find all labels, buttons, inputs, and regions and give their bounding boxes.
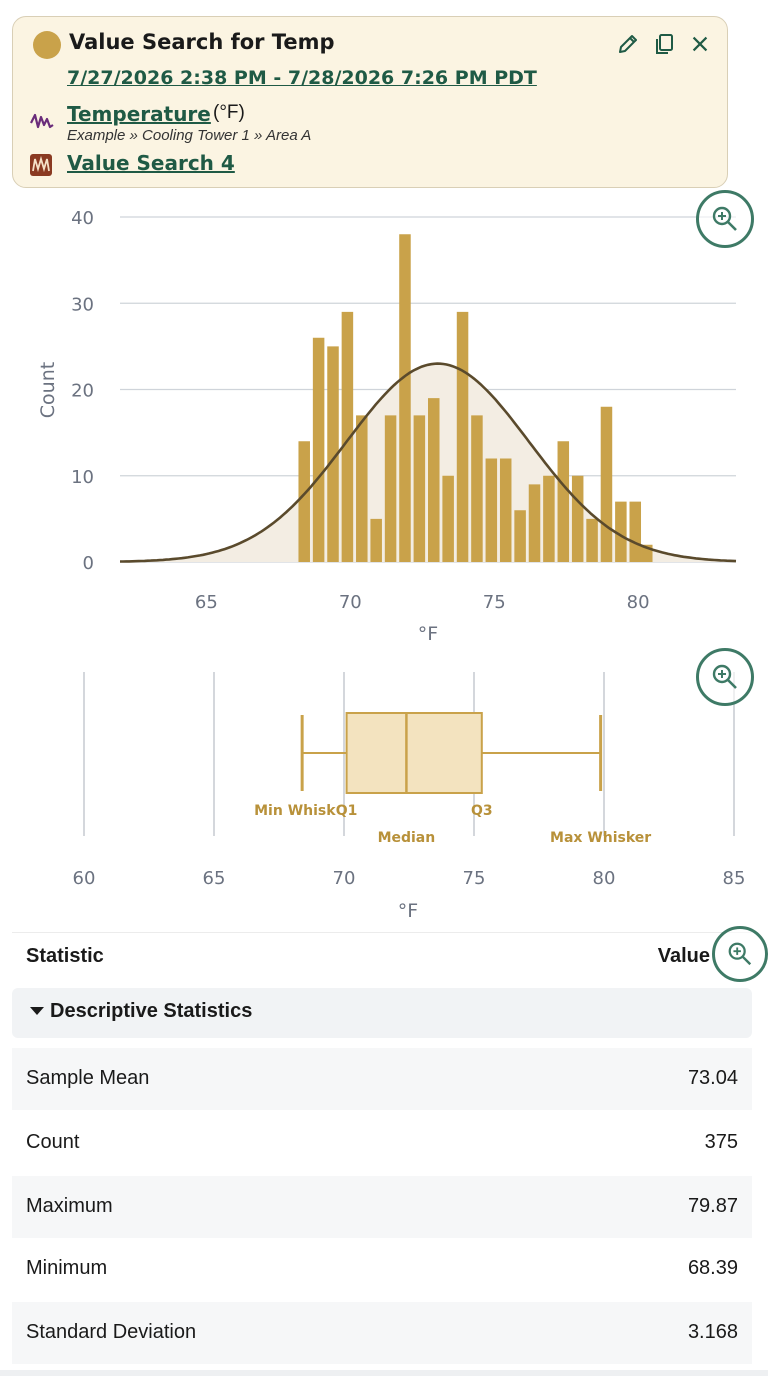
histogram-x-label: °F [418, 623, 438, 640]
histogram-zoom-button[interactable] [696, 190, 754, 248]
min-whisker-label: Min Whisk [254, 803, 336, 819]
section-label: Descriptive Statistics [50, 1000, 253, 1022]
histogram-bar [341, 311, 354, 562]
histogram-x-tick: 70 [339, 592, 362, 613]
table-row: Count 375 [12, 1112, 752, 1174]
date-range-link[interactable]: 7/27/2026 2:38 PM - 7/28/2026 7:26 PM PD… [67, 67, 537, 89]
histogram-bar [428, 398, 440, 562]
boxplot-x-tick: 80 [593, 868, 616, 889]
stat-value: 79.87 [687, 1195, 738, 1217]
boxplot-x-label: °F [398, 900, 418, 920]
histogram-y-tick: 10 [71, 467, 94, 488]
boxplot-x-tick: 85 [723, 868, 746, 889]
histogram-bar [514, 510, 526, 562]
table-row: Standard Deviation 3.168 [12, 1302, 752, 1364]
table-row: Minimum 68.39 [12, 1238, 752, 1300]
histogram-bar [528, 484, 541, 562]
histogram-bar [557, 441, 570, 562]
statistic-column-header: Statistic [26, 945, 104, 967]
histogram-bar [413, 415, 426, 562]
histogram-bar [571, 475, 584, 562]
signal-link[interactable]: Temperature [67, 102, 211, 126]
histogram-y-label: Count [37, 362, 59, 418]
boxplot-x-tick: 60 [73, 868, 96, 889]
stat-name: Standard Deviation [26, 1321, 197, 1343]
value-column-header: Value [657, 945, 710, 967]
boxplot-x-tick: 75 [463, 868, 486, 889]
boxplot-x-tick: 70 [333, 868, 356, 889]
asset-path: Example » Cooling Tower 1 » Area A [67, 127, 312, 144]
histogram-bar [312, 337, 325, 562]
q1-label: Q1 [336, 803, 358, 819]
header-card: Value Search for Temp 7/27/2026 2:38 PM … [12, 16, 728, 188]
caret-down-icon [30, 1007, 44, 1015]
zoom-in-icon [728, 942, 752, 966]
median-label: Median [378, 830, 436, 846]
zoom-in-icon [712, 664, 737, 689]
histogram-bar [442, 475, 454, 562]
histogram-bar [600, 406, 613, 562]
stat-value: 73.04 [687, 1067, 738, 1089]
stat-value: 3.168 [687, 1321, 738, 1343]
pencil-icon[interactable] [615, 31, 641, 57]
table-row: Sample Mean 73.04 [12, 1048, 752, 1110]
stat-value: 375 [704, 1131, 738, 1153]
zoom-in-icon [712, 206, 737, 231]
stat-value: 68.39 [687, 1257, 738, 1279]
iqr-box [345, 712, 483, 794]
normal-curve-line [120, 362, 737, 563]
histogram-y-tick: 30 [71, 294, 94, 315]
stat-name: Sample Mean [26, 1067, 150, 1089]
histogram-bar [384, 415, 397, 562]
histogram-bar [370, 518, 382, 562]
histogram-bar [629, 501, 642, 562]
histogram-bar [356, 415, 368, 562]
histogram-bar [456, 311, 469, 562]
table-zoom-button[interactable] [712, 926, 768, 982]
histogram-bar [499, 458, 512, 562]
max-whisker-label: Max Whisker [550, 830, 651, 846]
histogram-bar [641, 544, 653, 562]
descriptive-statistics-toggle[interactable]: Descriptive Statistics [12, 988, 752, 1038]
histogram-x-tick: 75 [483, 592, 506, 613]
boxplot-x-tick: 65 [203, 868, 226, 889]
histogram-x-tick: 80 [627, 592, 650, 613]
histogram-x-tick: 65 [195, 592, 218, 613]
histogram-bar [298, 441, 310, 562]
histogram-bar [327, 346, 339, 562]
stat-name: Count [26, 1131, 80, 1153]
signal-icon [30, 113, 54, 129]
histogram-bar [586, 518, 598, 562]
histogram-chart: 0 10 20 30 40 65 70 75 80 Count °F [37, 208, 737, 640]
stat-name: Maximum [26, 1195, 113, 1217]
signal-unit: (°F) [213, 102, 245, 123]
card-actions [615, 31, 713, 57]
histogram-y-tick: 0 [83, 553, 94, 574]
histogram-bar [471, 415, 483, 562]
boxplot-zoom-button[interactable] [696, 648, 754, 706]
table-row: Maximum 79.87 [12, 1176, 752, 1238]
histogram-bar [485, 458, 498, 562]
boxplot-chart: 60 65 70 75 80 85 Min Whisk Q1 Q3 Median Max Whisk… [73, 672, 746, 920]
q3-label: Q3 [471, 803, 493, 819]
bottom-divider [0, 1370, 768, 1376]
histogram-y-tick: 20 [71, 381, 94, 402]
value-search-icon [30, 154, 52, 176]
histogram-bar [543, 475, 555, 562]
histogram-bar [615, 501, 627, 562]
close-icon[interactable] [687, 31, 713, 57]
copy-icon[interactable] [651, 31, 677, 57]
histogram-bar [399, 234, 411, 562]
table-header: Statistic Value [12, 932, 752, 980]
color-dot[interactable] [33, 31, 61, 59]
card-title: Value Search for Temp [69, 30, 335, 54]
value-search-link[interactable]: Value Search 4 [67, 151, 235, 175]
histogram-y-tick: 40 [71, 208, 94, 229]
stat-name: Minimum [26, 1257, 108, 1279]
